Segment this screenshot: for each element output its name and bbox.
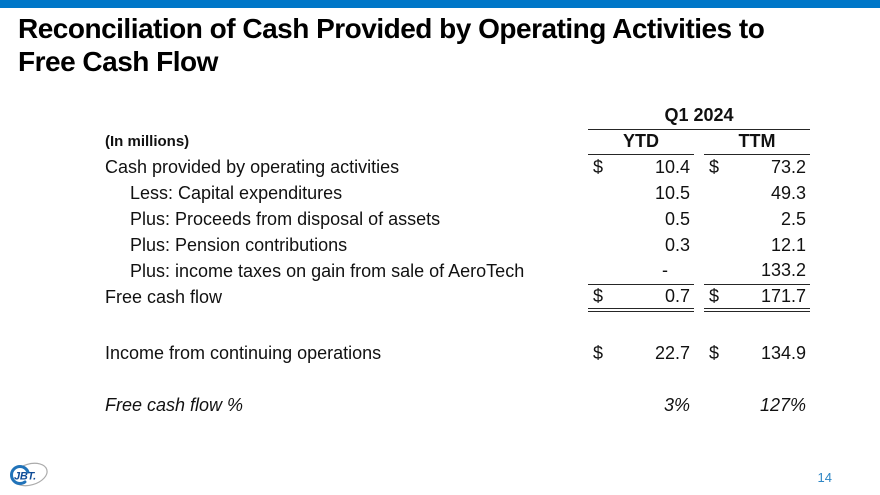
ytd-value: 22.7	[654, 342, 690, 363]
row-label: Cash provided by operating activities	[105, 156, 400, 177]
ytd-value-cell: 0.5	[588, 206, 694, 232]
period-header: Q1 2024	[588, 103, 811, 130]
col-header-ytd: YTD	[588, 129, 694, 155]
ttm-value: 12.1	[770, 234, 807, 255]
ytd-value: 10.4	[654, 156, 690, 177]
ytd-value-cell: -	[588, 258, 694, 285]
currency-symbol: $	[709, 285, 720, 306]
ytd-value: 10.5	[654, 182, 690, 203]
ytd-value: -	[662, 260, 668, 281]
ytd-value-cell: 0.3	[588, 232, 694, 258]
row-label: Free cash flow	[105, 286, 223, 307]
currency-symbol: $	[593, 156, 604, 177]
jbt-logo-text: JBT.	[14, 471, 36, 483]
ytd-value-cell: 10.5	[588, 180, 694, 206]
units-label: (In millions)	[105, 133, 190, 150]
ytd-value-cell: $22.7	[588, 340, 694, 366]
table-row-cash-operating: Cash provided by operating activities $1…	[105, 154, 810, 180]
table-row-proceeds-disposal: Plus: Proceeds from disposal of assets 0…	[105, 206, 810, 232]
spacer-row	[105, 366, 810, 392]
currency-symbol: $	[709, 156, 720, 177]
ttm-value: 49.3	[770, 182, 807, 203]
table-row-free-cash-flow-pct: Free cash flow % 3% 127%	[105, 392, 810, 418]
table-row-pension-contributions: Plus: Pension contributions 0.3 12.1	[105, 232, 810, 258]
row-label: Plus: Pension contributions	[130, 234, 348, 255]
ytd-value-cell: $10.4	[588, 154, 694, 180]
ytd-value-cell: $0.7	[588, 284, 694, 312]
ttm-value-cell: $171.7	[704, 284, 811, 312]
row-label: Less: Capital expenditures	[130, 182, 343, 203]
column-header-row: (In millions) YTD TTM	[105, 129, 811, 155]
ytd-value-cell: 3%	[588, 392, 694, 418]
table-row-income-continuing-operations: Income from continuing operations $22.7 …	[105, 340, 810, 366]
currency-symbol: $	[593, 342, 604, 363]
ttm-value: 171.7	[760, 285, 807, 306]
ttm-value-cell: 12.1	[704, 232, 810, 258]
ttm-value-cell: 2.5	[704, 206, 810, 232]
currency-symbol: $	[709, 342, 720, 363]
ttm-value: 127%	[759, 394, 807, 415]
slide-title-line1: Reconciliation of Cash Provided by Opera…	[18, 13, 765, 44]
slide-title-line2: Free Cash Flow	[18, 46, 218, 77]
col-header-ttm: TTM	[704, 129, 811, 155]
ttm-value: 73.2	[770, 156, 807, 177]
jbt-logo: JBT.	[10, 462, 48, 487]
row-label: Income from continuing operations	[105, 342, 382, 363]
row-label: Free cash flow %	[105, 394, 244, 415]
table-row-free-cash-flow: Free cash flow $0.7 $171.7	[105, 284, 811, 312]
ttm-value-cell: 49.3	[704, 180, 810, 206]
row-label: Plus: income taxes on gain from sale of …	[130, 260, 525, 281]
ytd-value: 3%	[663, 394, 690, 415]
slide-title: Reconciliation of Cash Provided by Opera…	[18, 12, 863, 78]
currency-symbol: $	[593, 285, 604, 306]
reconciliation-table: Q1 2024 (In millions) YTD TTM Cash provi…	[105, 103, 811, 418]
spacer-row	[105, 310, 810, 340]
period-header-row: Q1 2024	[105, 103, 811, 130]
ytd-value: 0.5	[664, 208, 690, 229]
ttm-value-cell: $134.9	[704, 340, 810, 366]
ttm-value: 2.5	[780, 208, 807, 229]
ttm-value-cell: 133.2	[704, 258, 811, 285]
table-row-income-taxes-aerotech: Plus: income taxes on gain from sale of …	[105, 258, 811, 285]
top-accent-bar	[0, 0, 880, 8]
ttm-value: 134.9	[760, 342, 807, 363]
page-number: 14	[817, 470, 832, 485]
row-label: Plus: Proceeds from disposal of assets	[130, 208, 441, 229]
ytd-value: 0.3	[664, 234, 690, 255]
ttm-value-cell: $73.2	[704, 154, 810, 180]
table-row-capital-expenditures: Less: Capital expenditures 10.5 49.3	[105, 180, 810, 206]
ttm-value: 133.2	[760, 260, 807, 281]
ttm-value-cell: 127%	[704, 392, 810, 418]
ytd-value: 0.7	[664, 285, 690, 306]
